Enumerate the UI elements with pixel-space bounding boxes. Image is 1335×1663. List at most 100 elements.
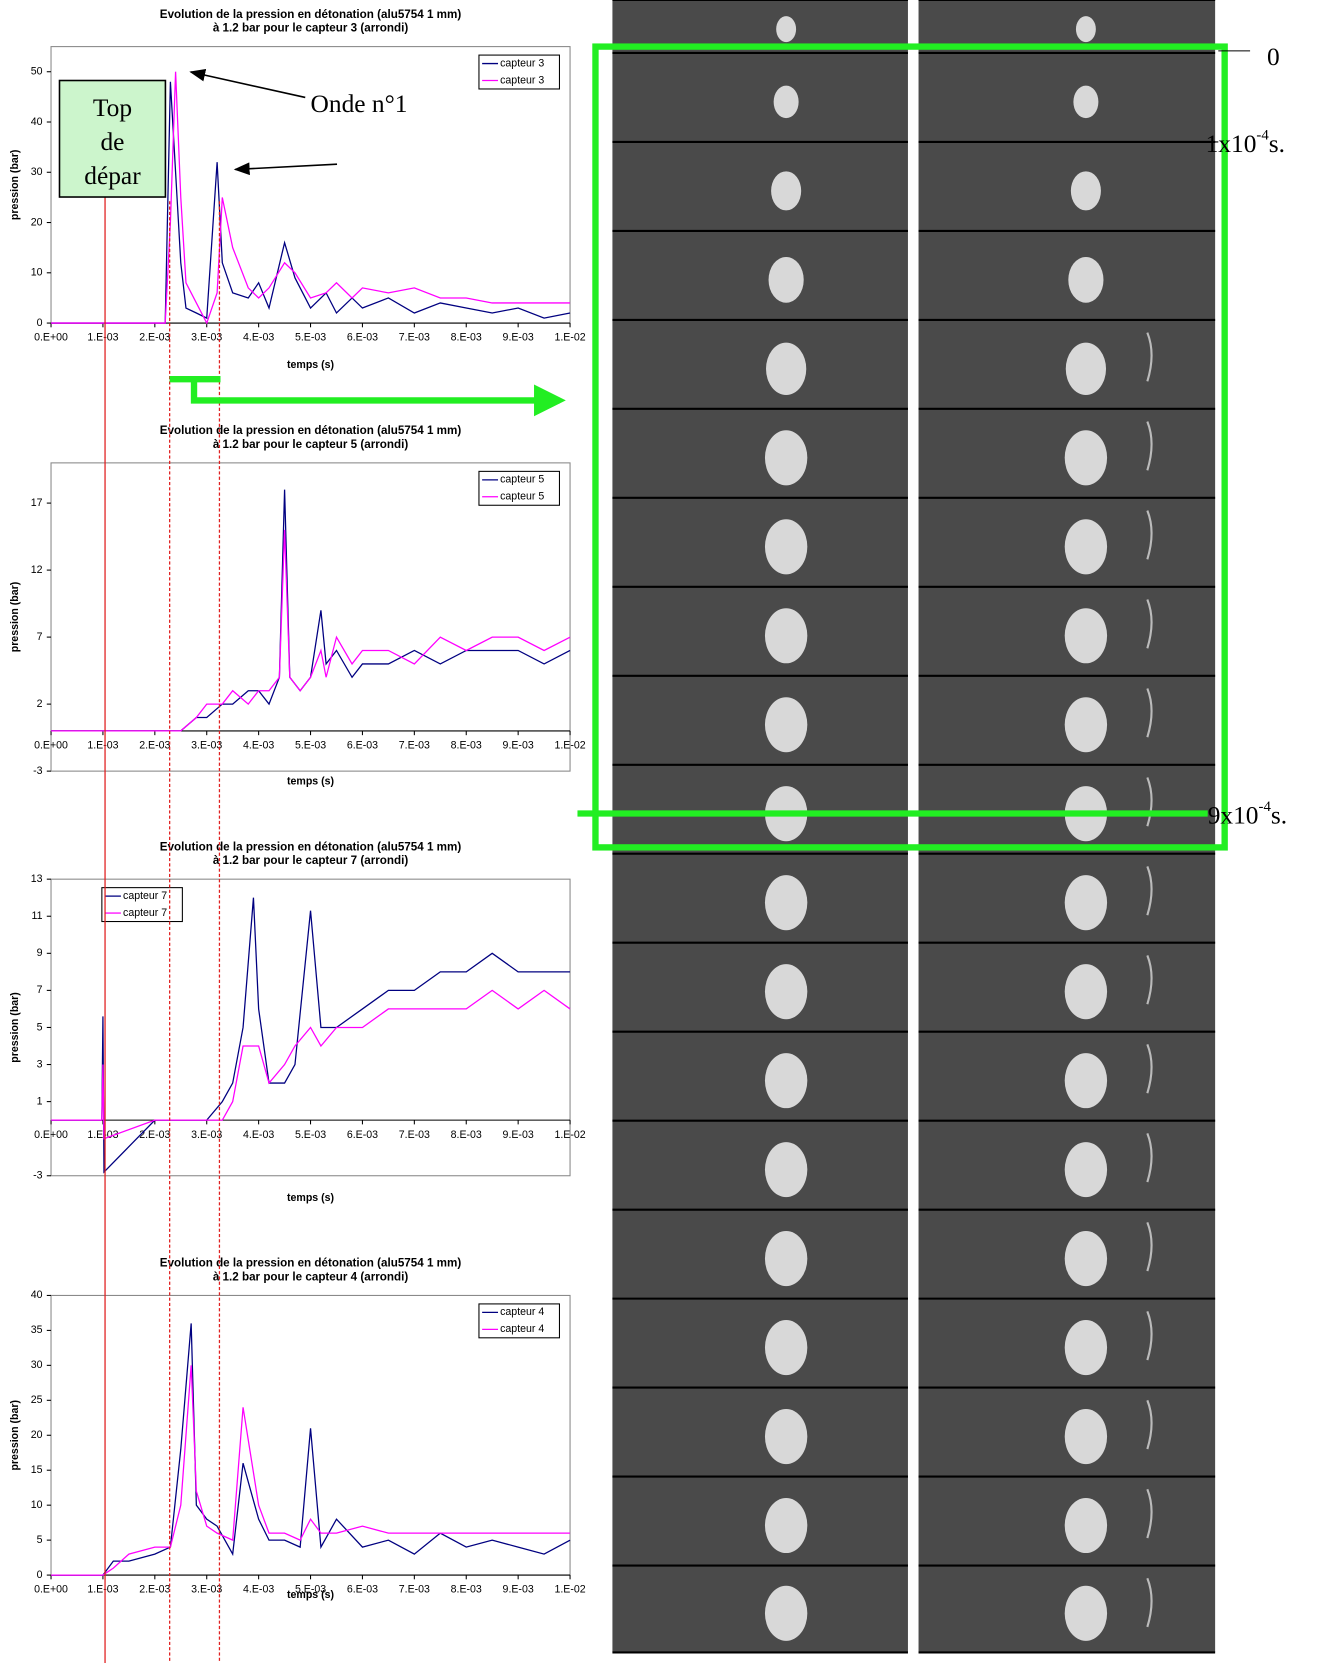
legend-label: capteur 5	[500, 491, 544, 503]
x-tick-label: 6.E-03	[347, 332, 378, 344]
overlay: Top de dépar Onde n°1 0 1x10-4s. 9x10-4s…	[58, 43, 1287, 1663]
green-frame	[592, 43, 1228, 851]
frame-blob	[1064, 1497, 1108, 1554]
frame-blob	[1064, 1142, 1108, 1198]
series-line	[51, 1323, 571, 1576]
chart-title: Evolution de la pression en détonation (…	[160, 424, 462, 437]
x-tick-label: 0.E+00	[34, 1129, 68, 1141]
frame-blob	[776, 16, 797, 43]
x-tick-label: 5.E-03	[295, 1584, 326, 1596]
legend-box	[478, 54, 560, 90]
x-tick-label: 4.E-03	[243, 332, 274, 344]
frame-column	[918, 0, 1216, 1653]
y-tick-label: 20	[31, 1429, 43, 1441]
y-tick-label: 5	[37, 1021, 43, 1033]
frame-streak	[1146, 688, 1153, 738]
x-tick-label: 1.E-02	[554, 332, 585, 344]
y-tick-label: 10	[31, 1499, 43, 1511]
legend-box	[101, 887, 183, 923]
frame-streak	[1146, 955, 1153, 1005]
x-tick-label: 5.E-03	[295, 332, 326, 344]
x-tick-label: 5.E-03	[295, 1129, 326, 1141]
y-axis-label: pression (bar)	[9, 582, 21, 653]
legend-label: capteur 4	[500, 1306, 544, 1318]
time-base: 9x10	[1208, 802, 1259, 830]
frame-blob	[1064, 1053, 1108, 1109]
wave-label: Onde n°1	[311, 90, 408, 118]
chart-subtitle: à 1.2 bar pour le capteur 3 (arrondi)	[213, 22, 408, 35]
frame-blob	[764, 964, 808, 1020]
x-tick-label: 8.E-03	[451, 332, 482, 344]
y-tick-label: 25	[31, 1394, 43, 1406]
time-label: 1x10-4s.	[1206, 128, 1285, 158]
x-tick-label: 3.E-03	[191, 1129, 222, 1141]
x-tick-label: 0.E+00	[34, 332, 68, 344]
y-tick-label: 35	[31, 1324, 43, 1336]
frame-blob	[764, 1231, 808, 1287]
x-tick-label: 1.E-03	[87, 1584, 118, 1596]
x-axis-label: temps (s)	[287, 359, 334, 371]
legend-box	[478, 470, 560, 506]
frame-blob	[1075, 16, 1096, 43]
y-tick-label: 13	[31, 873, 43, 885]
series-line	[51, 989, 571, 1140]
frame-blob	[1068, 256, 1104, 303]
x-tick-label: 3.E-03	[191, 332, 222, 344]
frame-blob	[1064, 1231, 1108, 1287]
time-unit: s.	[1271, 802, 1287, 830]
y-tick-label: 7	[37, 631, 43, 643]
time-label: 9x10-4s.	[1208, 800, 1287, 830]
x-tick-label: 3.E-03	[191, 1584, 222, 1596]
x-tick-label: 1.E-03	[87, 740, 118, 752]
time-label: 0	[1267, 43, 1280, 71]
chart-subtitle: à 1.2 bar pour le capteur 5 (arrondi)	[213, 438, 408, 451]
x-tick-label: 3.E-03	[191, 740, 222, 752]
x-tick-label: 7.E-03	[399, 1584, 430, 1596]
frame-blob	[1064, 430, 1108, 486]
green-arrow	[169, 379, 560, 400]
time-base: 1x10	[1206, 130, 1257, 158]
frame-blob	[771, 171, 802, 211]
x-tick-label: 6.E-03	[347, 1584, 378, 1596]
y-axis-label: pression (bar)	[9, 150, 21, 221]
y-tick-label: 10	[31, 267, 43, 279]
frame-streak	[1146, 1399, 1153, 1450]
x-tick-label: 2.E-03	[139, 1129, 170, 1141]
x-tick-label: 9.E-03	[503, 332, 534, 344]
y-tick-label: 12	[31, 564, 43, 576]
x-tick-label: 7.E-03	[399, 740, 430, 752]
x-tick-label: 1.E-02	[554, 740, 585, 752]
frame-blob	[1064, 697, 1108, 753]
frame-blob	[768, 256, 804, 303]
charts: Evolution de la pression en détonation (…	[9, 8, 586, 1601]
y-tick-label: 50	[31, 66, 43, 78]
x-tick-label: 2.E-03	[139, 1584, 170, 1596]
y-tick-label: 15	[31, 1464, 43, 1476]
x-tick-label: 1.E-03	[87, 1129, 118, 1141]
frame-blob	[764, 1142, 808, 1198]
y-tick-label: 30	[31, 1359, 43, 1371]
frame-streak	[1146, 1310, 1153, 1361]
x-tick-label: 1.E-02	[554, 1584, 585, 1596]
plot-area	[50, 462, 571, 772]
y-tick-label: 5	[37, 1534, 43, 1546]
y-tick-label: 9	[37, 947, 43, 959]
x-axis-label: temps (s)	[287, 1192, 334, 1204]
y-tick-label: 1	[37, 1095, 43, 1107]
x-tick-label: 8.E-03	[451, 1584, 482, 1596]
y-axis-label: pression (bar)	[9, 1400, 21, 1471]
frame-blob	[766, 342, 807, 395]
frame-streak	[1146, 1221, 1153, 1272]
series-line	[51, 529, 571, 732]
y-axis-label: pression (bar)	[9, 992, 21, 1063]
frame-streak	[1146, 421, 1153, 471]
y-tick-label: 20	[31, 216, 43, 228]
legend-label: capteur 7	[123, 890, 167, 902]
frame-streak	[1146, 332, 1153, 382]
frame-blob	[764, 1497, 808, 1554]
frame-streak	[1146, 1044, 1153, 1094]
x-tick-label: 0.E+00	[34, 1584, 68, 1596]
x-tick-label: 9.E-03	[503, 1129, 534, 1141]
frame-streak	[1146, 1488, 1153, 1539]
chart-subtitle: à 1.2 bar pour le capteur 7 (arrondi)	[213, 854, 408, 867]
